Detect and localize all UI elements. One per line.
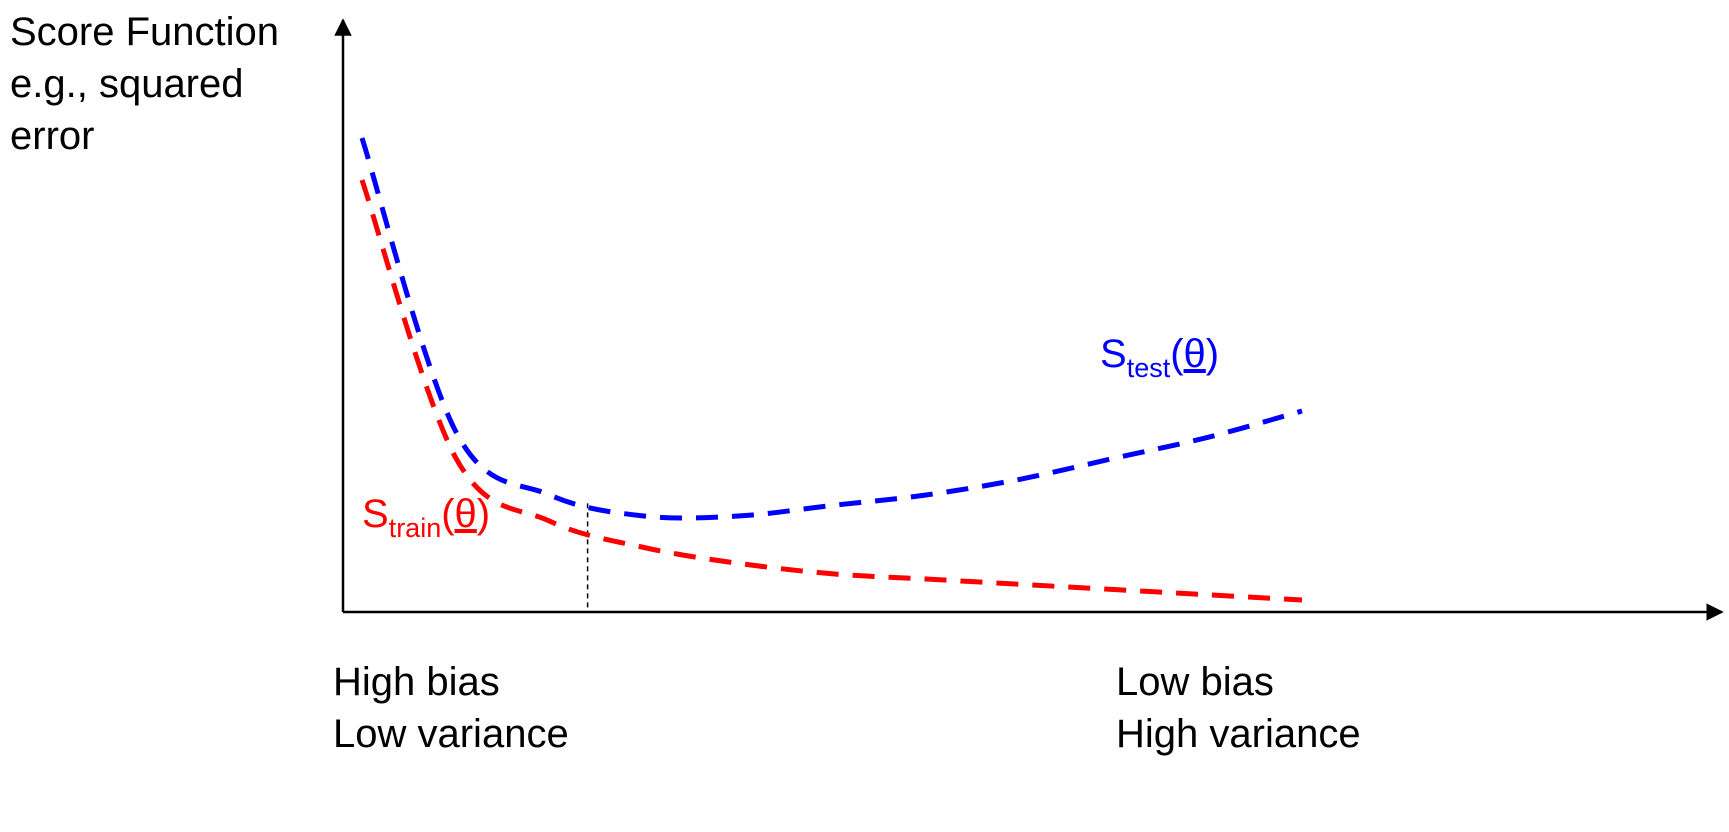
series-label-train-sub: train	[388, 513, 442, 543]
x-axis-label-left: High bias Low variance	[333, 656, 569, 760]
series-label-test-theta: θ	[1183, 332, 1206, 376]
y-axis-label-line-3: error	[10, 114, 95, 158]
y-axis-label: Score Function e.g., squared error	[10, 6, 279, 162]
series-label-train-main: S	[362, 492, 389, 536]
series-label-test: Stest(θ)	[1100, 330, 1220, 382]
series-label-train-close: )	[476, 492, 491, 536]
x-axis-label-right-line-2: High variance	[1116, 712, 1361, 756]
x-axis-label-right-line-1: Low bias	[1116, 660, 1274, 704]
x-axis-label-left-line-1: High bias	[333, 660, 500, 704]
series-line-test	[359, 137, 1303, 521]
x-axis-label-right: Low bias High variance	[1116, 656, 1361, 760]
series-label-test-main: S	[1100, 332, 1127, 376]
series-label-test-sub: test	[1126, 353, 1171, 383]
series-label-test-open: (	[1170, 332, 1184, 376]
series-label-train-open: (	[441, 492, 455, 536]
series-line-train	[359, 179, 1303, 603]
series-label-train-theta: θ	[454, 492, 477, 536]
series-label-test-close: )	[1205, 332, 1220, 376]
x-axis-label-left-line-2: Low variance	[333, 712, 569, 756]
y-axis-label-line-2: e.g., squared	[10, 62, 244, 106]
series-label-train: Strain(θ)	[362, 490, 491, 542]
y-axis-label-line-1: Score Function	[10, 10, 280, 54]
